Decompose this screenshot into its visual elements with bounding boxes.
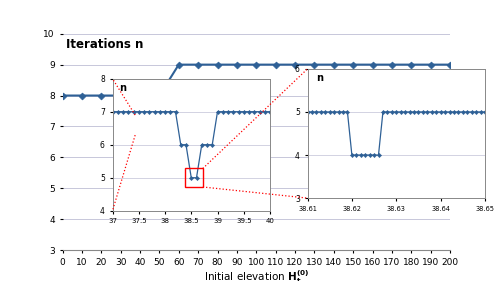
Bar <box>185 169 203 187</box>
Text: n: n <box>316 73 324 83</box>
X-axis label: Initial elevation $\mathbf{H_t^{(0)}}$: Initial elevation $\mathbf{H_t^{(0)}}$ <box>204 268 309 281</box>
Text: n: n <box>119 83 126 93</box>
Text: Iterations n: Iterations n <box>66 38 144 51</box>
Bar <box>135 115 150 135</box>
